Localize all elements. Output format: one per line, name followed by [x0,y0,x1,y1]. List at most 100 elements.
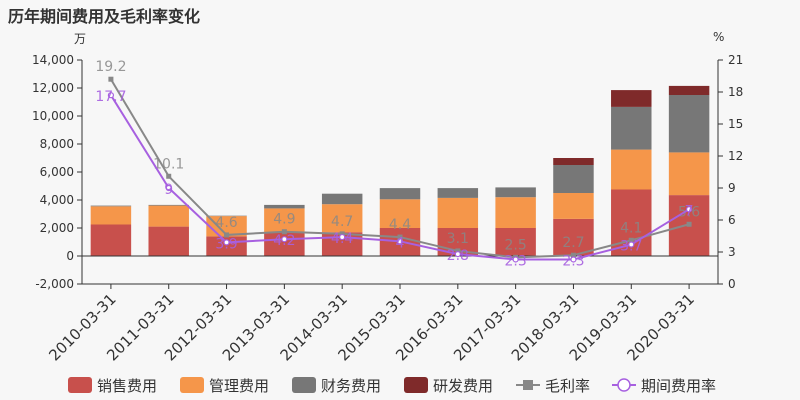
data-label: 2.8 [447,248,469,264]
bar-segment [90,206,132,225]
line-point [570,252,576,258]
bar-segment [148,205,189,227]
line-point [165,184,172,192]
left-tick-label: 14,000 [32,53,74,67]
line-point [628,237,634,243]
line-point [339,231,345,237]
legend-label: 财务费用 [321,377,381,395]
bar-segment [495,228,536,256]
bar-segment [553,218,594,256]
legend-swatch [523,380,533,390]
data-label: 17.7 [95,89,126,105]
data-label: 4.9 [273,212,295,228]
bar-segment [437,197,479,228]
bar-segment [90,205,132,207]
bar-segment [553,193,594,219]
right-axis-unit: % [713,30,725,44]
right-tick-label: 21 [728,53,743,67]
line-point [685,206,693,213]
line-point [281,229,287,235]
right-tick-label: 3 [728,245,736,259]
left-tick-label: -2,000 [35,277,74,291]
data-label: 3.1 [447,231,469,247]
line-point [339,233,346,241]
left-tick-label: 0 [66,249,74,263]
bar-segment [148,226,189,256]
data-label: 4.4 [389,217,411,233]
left-tick-label: 4,000 [40,193,74,207]
bar-segment [668,85,710,95]
bar-segment [264,204,305,209]
bar-segment [206,216,247,237]
line-point [512,256,519,263]
legend-label: 销售费用 [97,377,157,395]
right-tick-label: 9 [728,181,736,195]
line-point [107,92,115,99]
data-label: 2.7 [562,235,584,251]
right-tick-label: 12 [728,149,743,163]
right-tick-label: 15 [728,117,743,131]
legend-swatch [292,377,316,393]
bar-segment [668,95,710,153]
bar-segment [553,158,594,165]
left-tick-label: 10,000 [32,109,74,123]
bar-segment [148,204,189,206]
bar-segment [379,188,421,200]
data-label: 2.3 [562,253,584,269]
bar-segment [90,224,132,256]
data-label: 4.4 [331,231,353,247]
data-label: 2.3 [505,253,527,269]
line-point [396,238,404,245]
bar-segment [668,152,710,196]
data-label: 4.2 [273,233,295,249]
line-point [454,251,461,258]
chart-title: 历年期间费用及毛利率变化 [8,7,201,26]
data-label: 2.5 [505,237,527,253]
legend-swatch [68,377,92,393]
bar-segment [495,197,536,228]
left-tick-label: 6,000 [40,165,74,179]
left-tick-label: 8,000 [40,137,74,151]
data-label: 4.1 [620,220,642,236]
left-tick-label: 2,000 [40,221,74,235]
legend-label: 管理费用 [209,377,269,395]
legend-swatch [404,377,428,393]
bar-segment [437,188,479,198]
legend-label: 期间费用率 [641,377,716,395]
bar-segment [611,90,652,107]
line-point [108,76,114,82]
data-label: 4.6 [215,215,237,231]
legend-swatch [617,378,631,392]
data-label: 3.7 [620,239,642,255]
data-label: 9 [164,182,173,198]
left-tick-label: 12,000 [32,81,74,95]
line-point [397,234,403,240]
line-point [570,256,577,263]
data-label: 10.1 [153,156,184,172]
data-label: 19.2 [95,59,126,75]
bar-segment [495,187,536,198]
right-tick-label: 6 [728,213,736,227]
line-point [628,241,635,248]
line-point [224,232,230,238]
bar-segment [379,199,421,228]
legend-label: 研发费用 [433,377,493,395]
data-label: 4.7 [331,214,353,230]
left-axis-unit: 万 [74,32,87,46]
bar-segment [264,208,305,233]
line-point [166,173,172,179]
line-point [686,221,692,227]
bar-segment [611,149,652,190]
right-tick-label: 18 [728,85,743,99]
line-point [455,248,461,254]
data-label: 3.9 [215,236,237,252]
legend-swatch [180,377,204,393]
line-point [281,236,288,243]
bar-segment [553,165,594,193]
data-label: 4 [396,235,405,251]
line-point [223,239,230,246]
bar-segment [321,193,363,205]
right-tick-label: 0 [728,277,736,291]
